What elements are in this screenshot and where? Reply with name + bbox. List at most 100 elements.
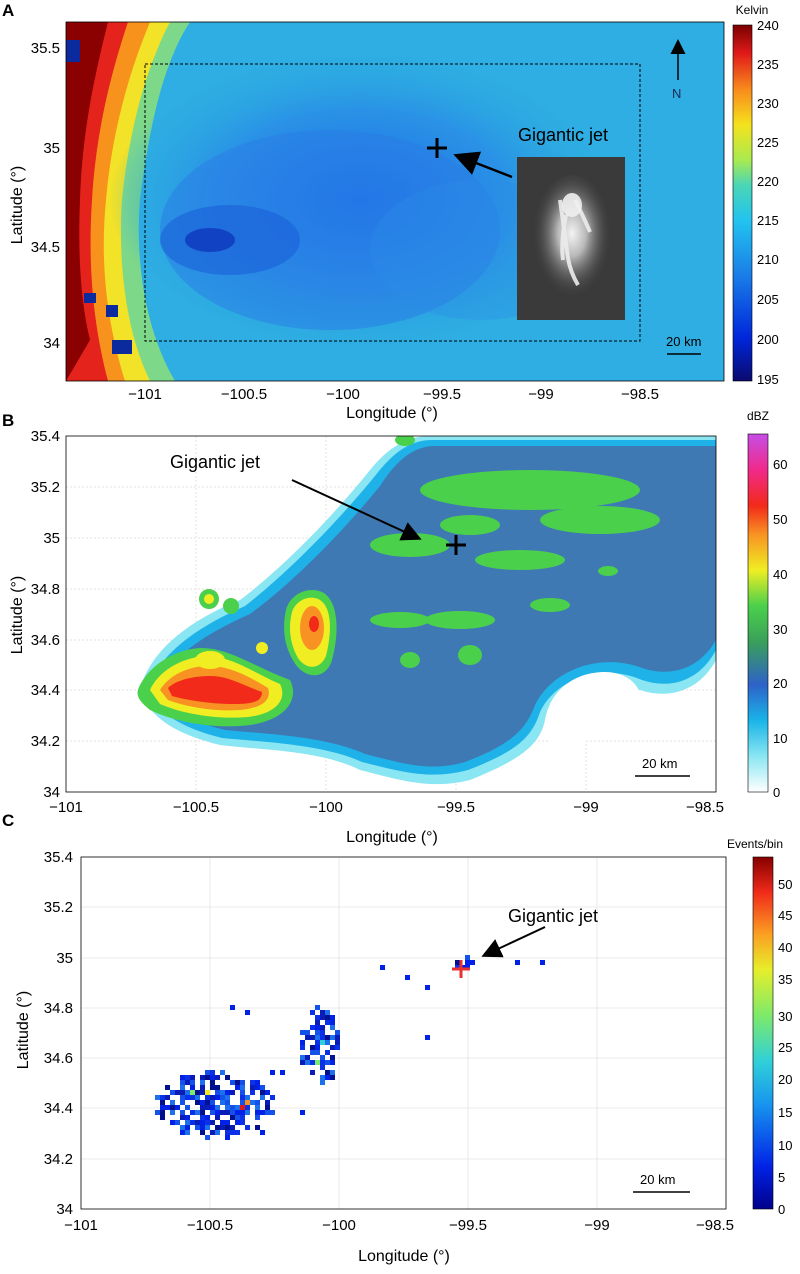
x-tick-a-2: −100 [326,386,360,403]
event-bin [240,1080,245,1085]
event-bin [280,1070,285,1075]
event-bin [200,1120,205,1125]
event-bin [240,1100,245,1105]
colorbar-a-ticks: 240 235 230 225 220 215 210 205 200 195 [757,18,779,387]
event-bin [225,1095,230,1100]
grid-c [81,857,726,1209]
gigantic-jet-photo-inset [517,157,625,320]
event-bin [245,1010,250,1015]
x-tick-a-3: −99.5 [423,386,461,403]
event-bin [180,1080,185,1085]
event-bin [325,1060,330,1065]
y-tick-a-35-5: 35.5 [31,40,60,57]
x-axis-label-c: Longitude (°) [358,1248,450,1265]
event-bin [255,1110,260,1115]
y-tick-b-5: 34.4 [31,682,60,699]
x-tick-c-2: −100 [322,1217,356,1234]
y-axis-label-b: Latitude (°) [9,576,26,654]
colorbar-a-title: Kelvin [736,3,769,17]
x-tick-b-2: −100 [309,799,343,816]
event-bin [155,1110,160,1115]
event-bin [170,1105,175,1110]
event-bin [330,1045,335,1050]
event-bin [425,1035,430,1040]
scale-label-a: 20 km [666,334,701,349]
event-bin [310,1070,315,1075]
event-bin [330,1075,335,1080]
y-tick-b-7: 34 [43,784,60,801]
event-bin-hot [205,1090,210,1095]
cb-c-tick-1: 45 [778,908,792,923]
event-bin [325,1020,330,1025]
event-bin [220,1125,225,1130]
event-bin [200,1130,205,1135]
x-axis-label-b: Longitude (°) [346,829,438,846]
event-bin [465,955,470,960]
north-label: N [672,86,681,101]
event-bin [320,1030,325,1035]
event-bin [265,1105,270,1110]
event-bin [155,1095,160,1100]
event-bin [260,1090,265,1095]
event-bin [170,1110,175,1115]
cb-b-tick-1: 50 [773,512,787,527]
event-bin [315,1015,320,1020]
event-bin-hot [190,1090,195,1095]
event-bin [245,1125,250,1130]
event-bin [335,1035,340,1040]
y-tick-b-0: 35.4 [31,428,60,445]
event-bin [190,1075,195,1080]
event-bin [210,1120,215,1125]
event-bin [160,1095,165,1100]
cb-c-tick-4: 30 [778,1009,792,1024]
event-bin [320,1065,325,1070]
event-bin [205,1115,210,1120]
event-bin [320,1060,325,1065]
event-bin [175,1120,180,1125]
event-bin [165,1085,170,1090]
x-tick-c-3: −99.5 [449,1217,487,1234]
event-bin [170,1090,175,1095]
event-bin [265,1110,270,1115]
event-bin [425,985,430,990]
x-axis-a: −101 −100.5 −100 −99.5 −99 −98.5 [128,386,659,403]
event-bin [335,1030,340,1035]
event-bin [325,1050,330,1055]
event-bin [210,1105,215,1110]
event-bin [230,1130,235,1135]
event-bin [180,1090,185,1095]
event-bin [330,1070,335,1075]
panel-c: C Gigantic jet 20 km 35.4 35.2 35 34.8 3… [2,811,792,1265]
annotation-arrow-c [481,926,546,958]
event-bin [305,1060,310,1065]
event-bin [200,1085,205,1090]
event-bin [215,1125,220,1130]
cb-c-tick-0: 50 [778,877,792,892]
event-bin [515,960,520,965]
event-bin [310,1010,315,1015]
event-bin [330,1015,335,1020]
event-bin [320,1080,325,1085]
cb-b-tick-5: 10 [773,731,787,746]
event-bin [160,1115,165,1120]
cb-a-tick-6: 210 [757,252,779,267]
event-bin [205,1125,210,1130]
event-bin [180,1100,185,1105]
event-bin [320,1025,325,1030]
event-bin [160,1100,165,1105]
y-tick-c-5: 34.4 [44,1100,73,1117]
cb-a-tick-0: 240 [757,18,779,33]
event-bin [240,1085,245,1090]
event-bin [240,1120,245,1125]
event-bin [300,1030,305,1035]
cb-a-tick-5: 215 [757,213,779,228]
cb-b-tick-2: 40 [773,567,787,582]
event-bin [220,1070,225,1075]
annotation-arrow-b [291,479,422,541]
event-bin [195,1095,200,1100]
event-bin [205,1120,210,1125]
y-tick-c-4: 34.6 [44,1050,73,1067]
event-bin-hot [240,1105,245,1110]
cb-a-tick-1: 235 [757,57,779,72]
x-tick-c-0: −101 [64,1217,98,1234]
